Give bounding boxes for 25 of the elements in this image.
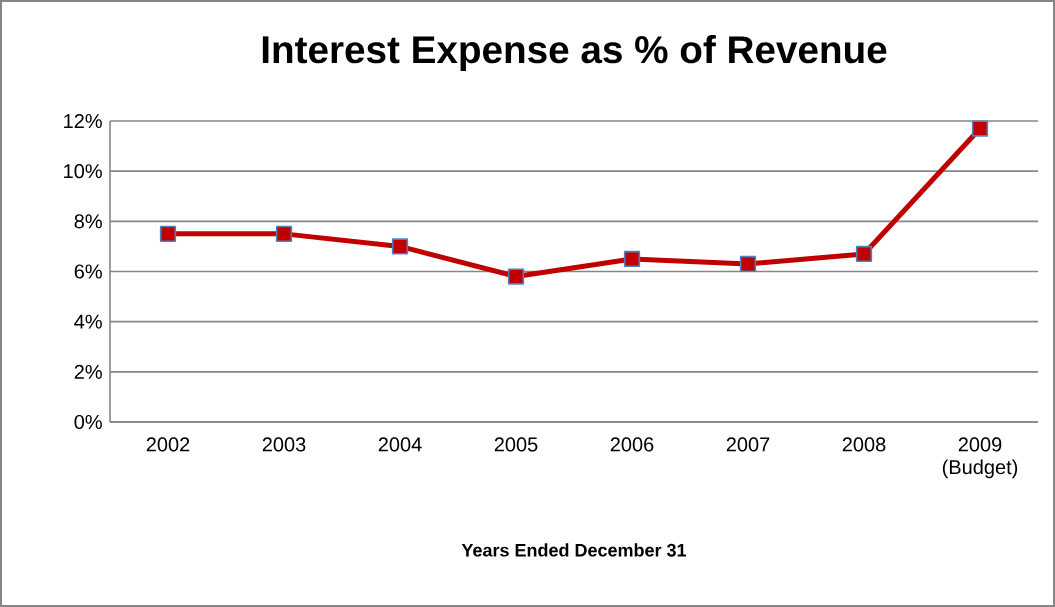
point <box>623 250 641 268</box>
x-tick-label: 2004 <box>378 437 422 452</box>
y-tick-label: 8% <box>74 214 102 229</box>
y-tick-label: 4% <box>74 314 102 329</box>
x-tick-label: 2002 <box>146 437 190 452</box>
y-tick-label: 0% <box>74 414 102 430</box>
y-tick-label: 10% <box>64 164 102 179</box>
y-tick-label: 12% <box>64 113 102 129</box>
y-tick-label: 6% <box>74 264 102 279</box>
chart-title: Interest Expense as % of Revenue <box>262 34 887 72</box>
x-tick-label: 2008 <box>842 437 886 452</box>
x-tick-label: 2003 <box>262 437 306 452</box>
point <box>971 120 989 137</box>
x-tick-label: 2006 <box>610 437 654 452</box>
point <box>507 268 525 285</box>
x-tick-label: 2007 <box>726 437 770 452</box>
point <box>391 238 409 255</box>
point <box>739 255 757 273</box>
x-tick-label: 2005 <box>494 437 538 452</box>
x-axis-title: Years Ended December 31 <box>461 543 687 557</box>
point <box>275 225 293 243</box>
x-tick-label: 2009 (Budget) <box>942 437 1018 479</box>
point <box>159 225 177 243</box>
y-tick-label: 2% <box>74 364 102 379</box>
point <box>855 245 873 263</box>
